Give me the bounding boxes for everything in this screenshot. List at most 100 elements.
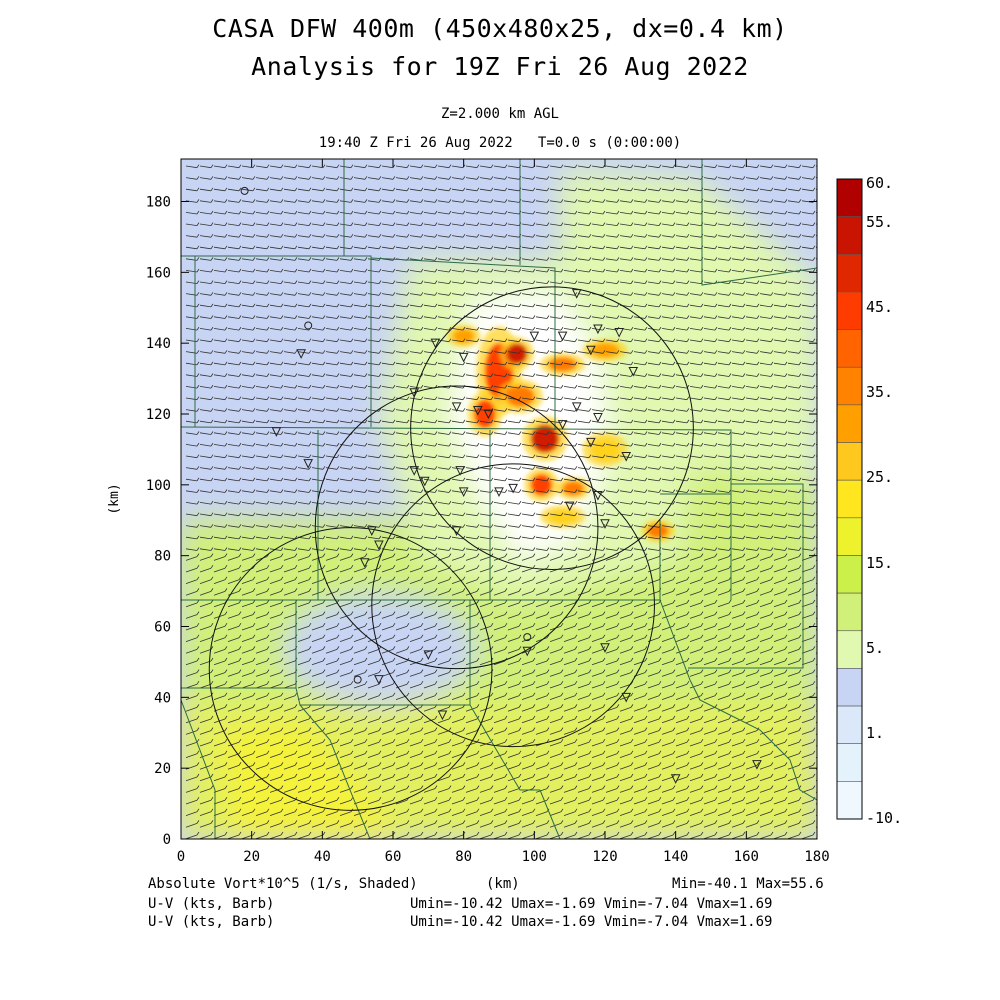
colorbar-swatch [836,291,863,330]
plot-frame [180,158,818,840]
county-line [181,426,732,600]
radar-rings [208,286,694,811]
wind-label-1: U-V (kts, Barb) [148,896,275,912]
station-triangle [628,367,639,377]
colorbar-swatch [836,555,863,594]
station-triangle [359,558,370,568]
station-triangle [557,331,568,342]
station-triangle [522,646,533,657]
station-triangle [508,483,518,494]
colorbar-swatch [836,366,863,406]
station-triangle [419,476,430,487]
station-triangle [296,349,306,359]
x-tick-label: 180 [804,849,829,865]
colorbar-label: 35. [866,383,893,401]
vorticity-max [562,481,584,496]
colorbar-swatch [836,668,863,707]
station-triangle [614,328,624,338]
x-tick-label: 0 [177,849,185,865]
station-triangle [621,692,632,703]
wind-stats-1: Umin=-10.42 Umax=-1.69 Vmin=-7.04 Vmax=1… [410,896,773,912]
station-triangle [600,643,610,653]
station-circle [523,633,532,642]
radar-ring [410,286,694,570]
station-triangle [458,487,469,498]
colorbar-swatch [836,253,863,293]
plot-area [181,159,817,839]
station-circle [240,186,249,195]
colorbar-label: 25. [866,468,893,486]
colorbar-swatch [836,178,863,217]
county-line [299,704,371,839]
x-tick-label: 100 [522,849,547,865]
radar-ring [314,385,599,670]
station-triangle [621,452,632,462]
vorticity-max [590,438,620,461]
station-circle [353,675,362,684]
wind-barbs [185,164,817,839]
county-line [469,600,540,791]
station-triangle [451,526,462,536]
station-triangle [472,405,483,416]
station-triangle [593,324,603,335]
y-tick-label: 40 [154,690,171,706]
colorbar-swatch [836,442,863,481]
y-tick-label: 0 [163,832,171,848]
station-triangle [423,650,434,660]
station-triangle [458,352,469,363]
station-triangle [430,338,441,349]
y-axis: 0 20 40 60 80 100 120 140 160 180 [146,195,817,848]
colorbar-frame [836,178,863,820]
x-tick-label: 80 [455,849,472,865]
county-line [370,257,556,430]
minmax-label: Min=-40.1 Max=55.6 [672,876,824,892]
county-line [701,159,817,286]
chart-subtitle: Analysis for 19Z Fri 26 Aug 2022 [251,52,749,81]
colorbar-swatch [836,781,863,820]
y-tick-label: 60 [154,620,171,636]
y-tick-label: 140 [146,336,171,352]
colorbar-swatch [836,479,863,519]
x-unit-label: (km) [486,876,520,892]
county-line [659,599,817,801]
county-line [660,483,804,669]
station-triangle [451,402,462,413]
chart-title: CASA DFW 400m (450x480x25, dx=0.4 km) [212,14,788,43]
radar-ring [208,527,493,811]
station-triangle [483,409,494,420]
county-line [181,699,216,839]
station-triangle [600,519,610,529]
colorbar-swatch [836,592,863,632]
y-tick-label: 120 [146,407,171,423]
county-line [181,255,372,427]
colorbar-label: 5. [866,639,884,657]
y-tick-label: 100 [146,478,171,494]
station-triangle [571,289,582,299]
vorticity-max [453,329,475,344]
wind-barb-field [185,164,817,839]
colorbar-label: 15. [866,554,893,572]
station-triangle [529,331,540,342]
station-triangle [752,760,762,770]
vorticity-max [548,357,577,372]
y-tick-label: 180 [146,195,171,211]
x-tick-label: 60 [385,849,402,865]
colorbar-label: -10. [866,809,902,827]
station-triangle [374,675,384,685]
colorbar-swatch [836,705,863,745]
station-triangle [374,540,384,551]
vorticity-max [530,474,553,496]
colorbar-swatch [836,743,863,782]
station-triangle [437,710,448,721]
station-triangle [593,490,603,501]
station-triangle [586,345,596,356]
colorbar-swatch [836,517,863,556]
colorbar-swatch [836,329,863,368]
vorticity-max [548,509,577,524]
station-triangle [409,466,420,476]
station-triangle [593,413,603,423]
station-triangle [271,427,282,437]
x-tick-label: 140 [663,849,688,865]
radar-ring [371,463,655,748]
region-yellow-southwest [220,720,400,839]
